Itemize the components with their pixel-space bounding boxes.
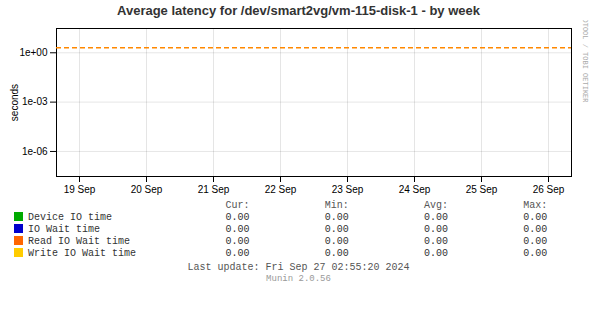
html-text:Average latency for /dev/smart: Average latency for /dev/smart2vg/vm-115… bbox=[117, 3, 480, 18]
html-text:Munin 2.0.56: Munin 2.0.56 bbox=[266, 274, 331, 284]
svg-text:26 Sep: 26 Sep bbox=[533, 184, 565, 195]
svg-text:24 Sep: 24 Sep bbox=[399, 184, 431, 195]
svg-text:23 Sep: 23 Sep bbox=[332, 184, 364, 195]
svg-text:21 Sep: 21 Sep bbox=[198, 184, 230, 195]
html-text:0.00: 0.00 bbox=[523, 236, 548, 247]
html-text:0.00: 0.00 bbox=[324, 236, 349, 247]
svg-text:RRDTOOL / TOBI OETIKER: RRDTOOL / TOBI OETIKER bbox=[581, 20, 589, 103]
svg-text:20 Sep: 20 Sep bbox=[131, 184, 163, 195]
svg-text:22 Sep: 22 Sep bbox=[265, 184, 297, 195]
html-text:Read IO Wait time: Read IO Wait time bbox=[28, 236, 130, 247]
html-text:0.00: 0.00 bbox=[324, 212, 349, 223]
html-text:Write IO Wait time: Write IO Wait time bbox=[28, 248, 136, 259]
html-text:0.00: 0.00 bbox=[225, 248, 250, 259]
svg-text:1e-03: 1e-03 bbox=[22, 96, 48, 107]
html-text:0.00: 0.00 bbox=[523, 212, 548, 223]
html-text:0.00: 0.00 bbox=[424, 248, 449, 259]
svg-text:1e-06: 1e-06 bbox=[22, 146, 48, 157]
html-text:0.00: 0.00 bbox=[324, 248, 349, 259]
svg-text:25 Sep: 25 Sep bbox=[466, 184, 498, 195]
html-text:Last update: Fri Sep 27 02:55:: Last update: Fri Sep 27 02:55:20 2024 bbox=[187, 262, 410, 273]
svg-text:seconds: seconds bbox=[9, 84, 20, 121]
svg-text:1e+00: 1e+00 bbox=[19, 47, 48, 58]
html-text:0.00: 0.00 bbox=[225, 236, 250, 247]
html-text:0.00: 0.00 bbox=[523, 224, 548, 235]
html-text:Cur:: Cur: bbox=[225, 200, 250, 211]
html-text:0.00: 0.00 bbox=[424, 236, 449, 247]
html-text:Avg:: Avg: bbox=[424, 200, 449, 211]
html-text:0.00: 0.00 bbox=[424, 212, 449, 223]
html-text:0.00: 0.00 bbox=[225, 224, 250, 235]
html-text:IO Wait time: IO Wait time bbox=[28, 224, 100, 235]
html-text:0.00: 0.00 bbox=[523, 248, 548, 259]
html-text:Max:: Max: bbox=[523, 200, 548, 211]
html-text:0.00: 0.00 bbox=[225, 212, 250, 223]
html-text:0.00: 0.00 bbox=[424, 224, 449, 235]
html-text:Min:: Min: bbox=[324, 200, 349, 211]
html-text:Device IO time: Device IO time bbox=[28, 212, 112, 223]
svg-text:19 Sep: 19 Sep bbox=[64, 184, 96, 195]
html-text:0.00: 0.00 bbox=[324, 224, 349, 235]
